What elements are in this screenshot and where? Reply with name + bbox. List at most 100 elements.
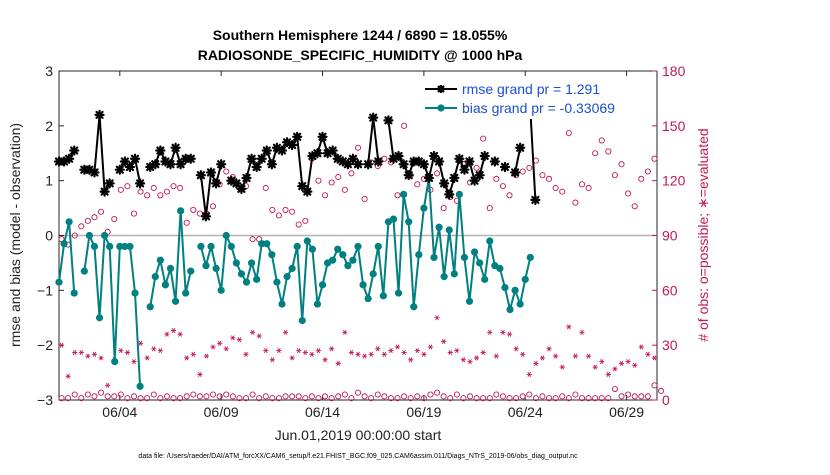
bias-point: [476, 259, 484, 267]
count-baseline-point: [578, 395, 586, 402]
bias-point: [121, 242, 129, 251]
count-baseline-point: [519, 393, 526, 400]
count-evaluated-point: [131, 359, 137, 365]
rmse-point: [129, 153, 141, 164]
rmse-point: [99, 186, 110, 197]
count-evaluated-point: [269, 357, 275, 363]
count-evaluated-point: [394, 344, 401, 350]
count-baseline-point: [203, 393, 210, 400]
count-evaluated-point: [467, 359, 473, 365]
count-evaluated-point: [217, 340, 223, 346]
count-evaluated-point: [408, 357, 414, 363]
count-baseline-point: [210, 391, 217, 398]
y-right-tick-label: 30: [662, 337, 678, 353]
bias-point: [415, 251, 423, 259]
bias-point: [455, 190, 463, 198]
count-baseline-point: [144, 395, 151, 402]
count-possible-point: [638, 175, 645, 182]
bias-point: [521, 275, 529, 283]
count-evaluated-point: [170, 328, 177, 334]
count-possible-point: [506, 192, 513, 199]
count-possible-point: [190, 206, 197, 213]
count-evaluated-point: [164, 331, 170, 337]
bias-point: [308, 245, 316, 253]
count-baseline-point: [499, 393, 506, 400]
count-evaluated-point: [368, 351, 374, 357]
count-evaluated-point: [447, 349, 453, 356]
count-possible-point: [223, 168, 230, 175]
count-baseline-point: [453, 391, 460, 398]
count-baseline-point: [157, 395, 164, 402]
count-evaluated-point: [315, 348, 322, 354]
count-evaluated-point: [645, 351, 651, 357]
count-possible-point: [183, 219, 190, 226]
count-baseline-point: [546, 395, 553, 402]
bias-point: [506, 305, 514, 314]
count-possible-point: [117, 186, 124, 193]
count-possible-point: [414, 181, 421, 188]
legend-box: [421, 77, 655, 119]
count-evaluated-point: [210, 344, 216, 350]
count-baseline-point: [434, 389, 441, 396]
count-possible-point: [91, 214, 98, 221]
count-evaluated-point: [342, 329, 348, 335]
rmse-point: [251, 161, 262, 173]
count-evaluated-point: [236, 337, 243, 343]
rmse-point: [499, 161, 511, 173]
count-possible-point: [262, 184, 269, 192]
count-evaluated-point: [184, 355, 190, 361]
rmse-point: [276, 145, 288, 156]
count-possible-point: [354, 144, 362, 151]
bias-point: [465, 297, 474, 305]
rmse-point: [418, 159, 429, 170]
count-possible-point: [275, 212, 282, 219]
count-possible-point: [130, 210, 138, 217]
count-baseline-point: [71, 391, 78, 398]
bias-point: [303, 237, 311, 245]
count-evaluated-point: [98, 355, 104, 361]
bias-point: [339, 251, 347, 259]
count-evaluated-point: [625, 359, 631, 365]
bias-point: [187, 267, 195, 275]
count-baseline-point: [111, 393, 118, 400]
rmse-point: [423, 172, 435, 184]
rmse-point: [439, 178, 450, 189]
bias-point: [516, 300, 524, 308]
bias-point: [364, 294, 372, 303]
bias-point: [212, 264, 220, 272]
y-axis-left: 3 2 1 0 −1 −2 −3: [37, 63, 64, 408]
bias-point: [85, 231, 94, 240]
count-possible-point: [499, 183, 506, 190]
count-evaluated-point: [375, 346, 381, 352]
rmse-point: [312, 148, 323, 159]
rmse-point: [347, 153, 359, 164]
rmse-line-segment: [529, 109, 537, 200]
chart-title: Southern Hemisphere 1244 / 6890 = 18.055…: [213, 27, 508, 43]
rmse-point: [464, 156, 475, 167]
count-possible-point: [328, 179, 335, 186]
count-possible-point: [565, 130, 572, 137]
count-possible-point: [519, 168, 526, 175]
count-possible-point: [434, 170, 441, 177]
count-possible-point: [592, 150, 599, 157]
rmse-point: [383, 115, 394, 126]
count-evaluated-point: [585, 353, 592, 359]
count-baseline-point: [177, 395, 184, 402]
count-possible-point: [71, 232, 78, 239]
count-baseline-point: [269, 395, 276, 402]
count-evaluated-point: [72, 349, 78, 356]
count-evaluated-point: [599, 359, 605, 365]
count-evaluated-point: [566, 324, 572, 330]
count-evaluated-point: [500, 329, 506, 335]
count-evaluated-point: [401, 349, 407, 356]
bias-point: [486, 237, 494, 245]
rmse-point: [114, 164, 125, 175]
bias-point: [354, 242, 362, 251]
count-baseline-point: [242, 395, 250, 402]
count-evaluated-point: [605, 371, 611, 377]
count-possible-point: [177, 184, 184, 192]
rmse-point: [373, 156, 384, 167]
count-possible-point: [282, 206, 289, 213]
bias-point: [111, 358, 119, 366]
